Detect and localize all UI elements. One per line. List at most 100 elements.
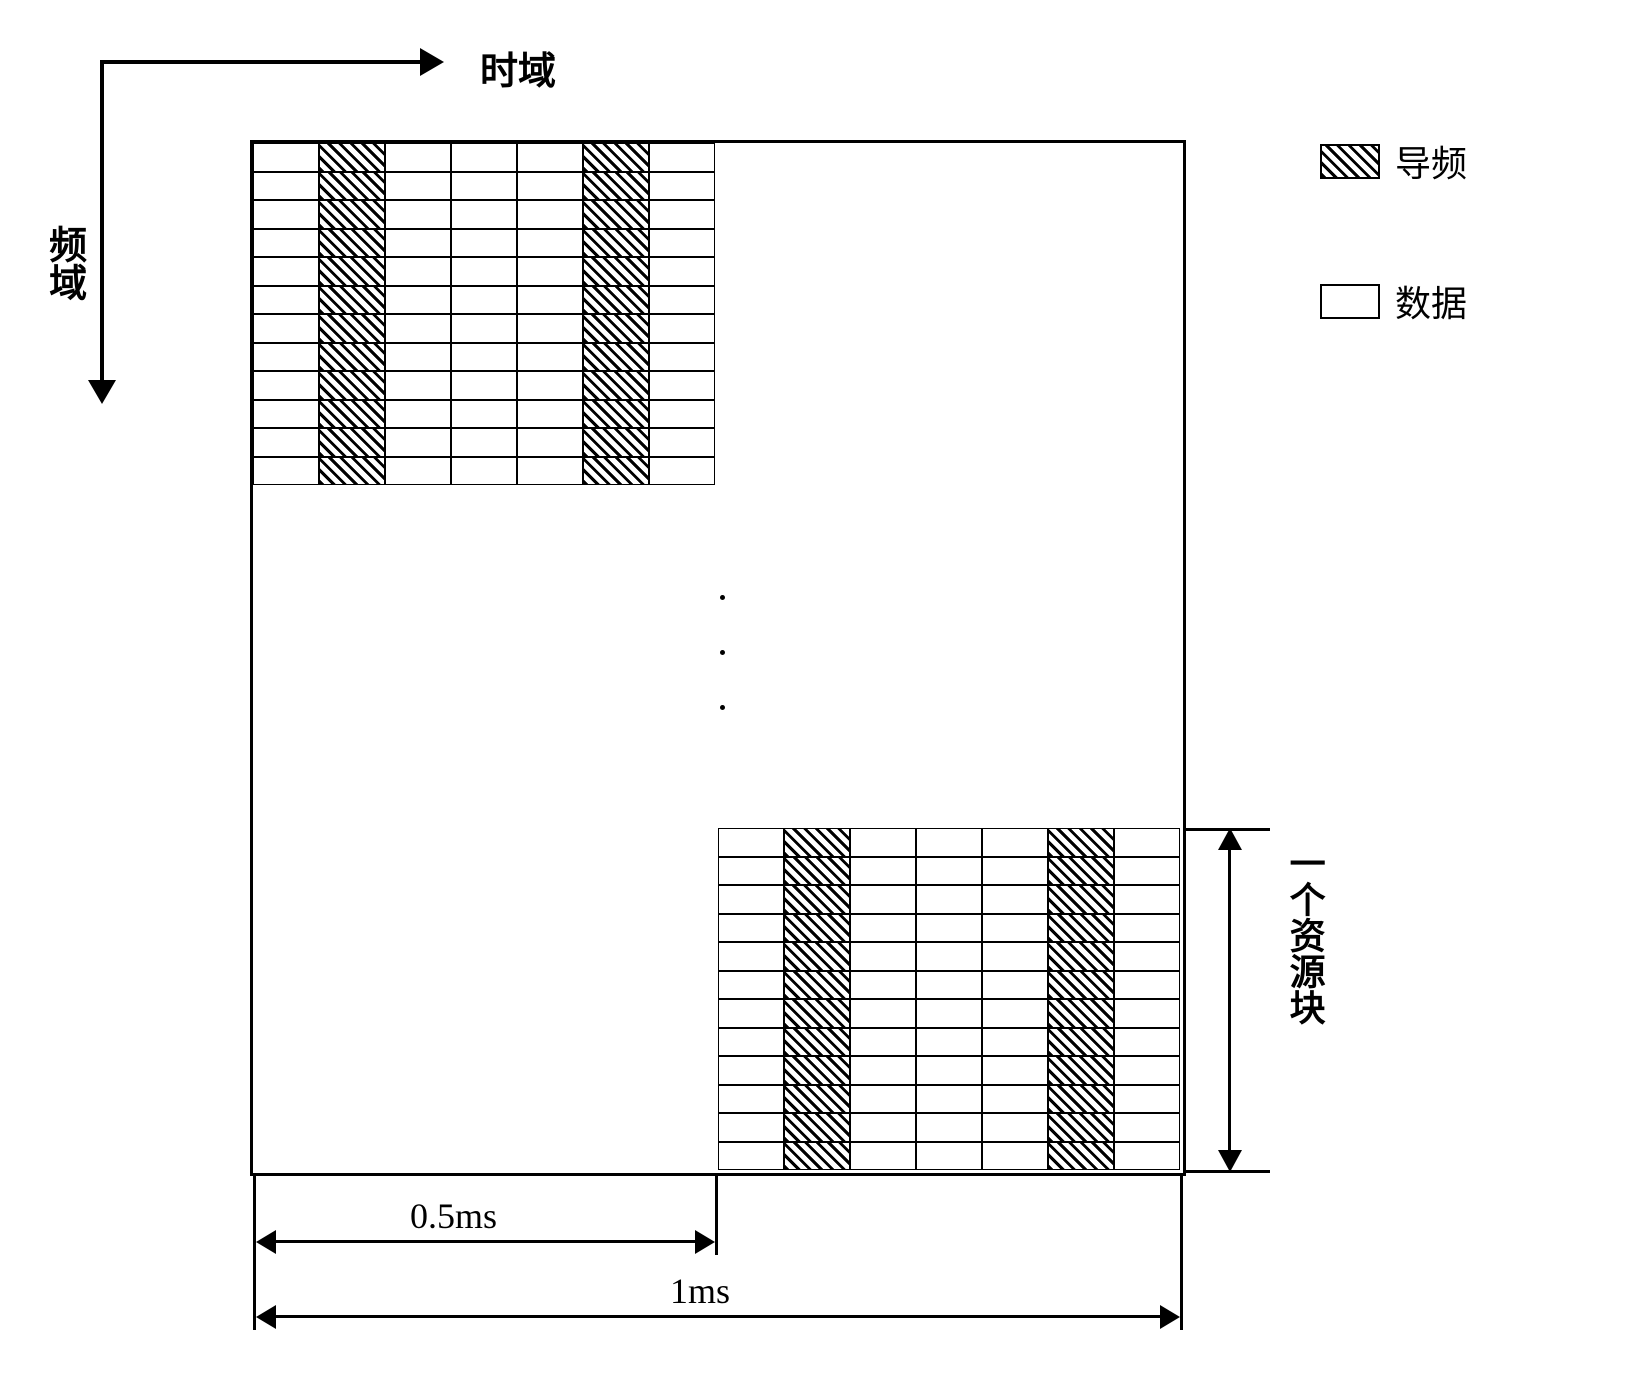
ellipsis-dot: [720, 650, 725, 655]
data-cell: [850, 857, 916, 886]
data-cell: [916, 1113, 982, 1142]
data-cell: [385, 257, 451, 286]
data-cell: [517, 172, 583, 201]
pilot-cell: [583, 229, 649, 258]
data-cell: [982, 942, 1048, 971]
pilot-cell: [583, 314, 649, 343]
pilot-cell: [1048, 942, 1114, 971]
data-cell: [916, 885, 982, 914]
data-cell: [718, 857, 784, 886]
pilot-cell: [784, 885, 850, 914]
data-cell: [385, 371, 451, 400]
pilot-cell: [319, 343, 385, 372]
data-cell: [1114, 1113, 1180, 1142]
data-cell: [982, 914, 1048, 943]
data-cell: [517, 143, 583, 172]
data-cell: [649, 428, 715, 457]
data-cell: [718, 1028, 784, 1057]
freq-axis-line: [100, 60, 104, 380]
data-cell: [1114, 1142, 1180, 1171]
data-cell: [253, 314, 319, 343]
data-cell: [916, 828, 982, 857]
data-cell: [982, 1028, 1048, 1057]
data-cell: [385, 457, 451, 486]
pilot-cell: [319, 143, 385, 172]
data-cell: [517, 314, 583, 343]
legend-data: 数据: [1320, 275, 1467, 327]
data-cell: [385, 229, 451, 258]
data-cell: [850, 828, 916, 857]
pilot-cell: [319, 457, 385, 486]
pilot-cell: [784, 857, 850, 886]
pilot-cell: [784, 914, 850, 943]
rb-arrow-down-icon: [1218, 1150, 1242, 1172]
onems-tick-right: [1180, 1175, 1183, 1330]
pilot-cell: [319, 286, 385, 315]
time-axis-label: 时域: [480, 40, 556, 95]
time-axis-arrowhead: [420, 48, 444, 76]
data-cell: [517, 343, 583, 372]
pilot-cell: [319, 229, 385, 258]
halfms-arrow-left-icon: [256, 1230, 276, 1254]
data-cell: [982, 885, 1048, 914]
data-cell: [916, 971, 982, 1000]
data-cell: [385, 172, 451, 201]
data-cell: [916, 1056, 982, 1085]
pilot-cell: [583, 143, 649, 172]
data-cell: [253, 143, 319, 172]
data-cell: [517, 428, 583, 457]
pilot-cell: [583, 457, 649, 486]
data-cell: [916, 999, 982, 1028]
data-cell: [253, 286, 319, 315]
data-cell: [451, 343, 517, 372]
data-cell: [517, 200, 583, 229]
legend-data-label: 数据: [1395, 275, 1467, 327]
data-cell: [916, 1142, 982, 1171]
pilot-cell: [583, 286, 649, 315]
data-cell: [1114, 1085, 1180, 1114]
data-cell: [718, 942, 784, 971]
data-cell: [916, 914, 982, 943]
rb-arrow-up-icon: [1218, 828, 1242, 850]
data-cell: [649, 143, 715, 172]
data-cell: [385, 428, 451, 457]
pilot-cell: [1048, 1056, 1114, 1085]
data-cell: [850, 1085, 916, 1114]
resource-block-bottom: [718, 828, 1180, 1170]
data-cell: [451, 229, 517, 258]
data-cell: [1114, 914, 1180, 943]
data-cell: [385, 400, 451, 429]
pilot-cell: [784, 828, 850, 857]
pilot-cell: [784, 1056, 850, 1085]
data-cell: [649, 314, 715, 343]
pilot-cell: [319, 172, 385, 201]
data-cell: [982, 999, 1048, 1028]
pilot-cell: [583, 371, 649, 400]
pilot-cell: [319, 200, 385, 229]
pilot-cell: [583, 343, 649, 372]
data-cell: [451, 172, 517, 201]
onems-label: 1ms: [670, 1270, 730, 1312]
pilot-cell: [319, 257, 385, 286]
data-cell: [718, 1142, 784, 1171]
data-cell: [385, 286, 451, 315]
rb-bracket-line: [1228, 848, 1231, 1152]
data-cell: [649, 257, 715, 286]
pilot-cell: [1048, 885, 1114, 914]
data-cell: [451, 200, 517, 229]
pilot-cell: [319, 400, 385, 429]
data-cell: [916, 1085, 982, 1114]
pilot-cell: [319, 371, 385, 400]
pilot-cell: [784, 1142, 850, 1171]
pilot-cell: [319, 314, 385, 343]
pilot-cell: [1048, 914, 1114, 943]
data-cell: [850, 1142, 916, 1171]
data-cell: [649, 371, 715, 400]
data-cell: [916, 942, 982, 971]
pilot-cell: [1048, 828, 1114, 857]
data-cell: [718, 999, 784, 1028]
pilot-cell: [784, 1085, 850, 1114]
data-cell: [253, 200, 319, 229]
halfms-tick-right: [715, 1175, 718, 1255]
data-cell: [1114, 885, 1180, 914]
